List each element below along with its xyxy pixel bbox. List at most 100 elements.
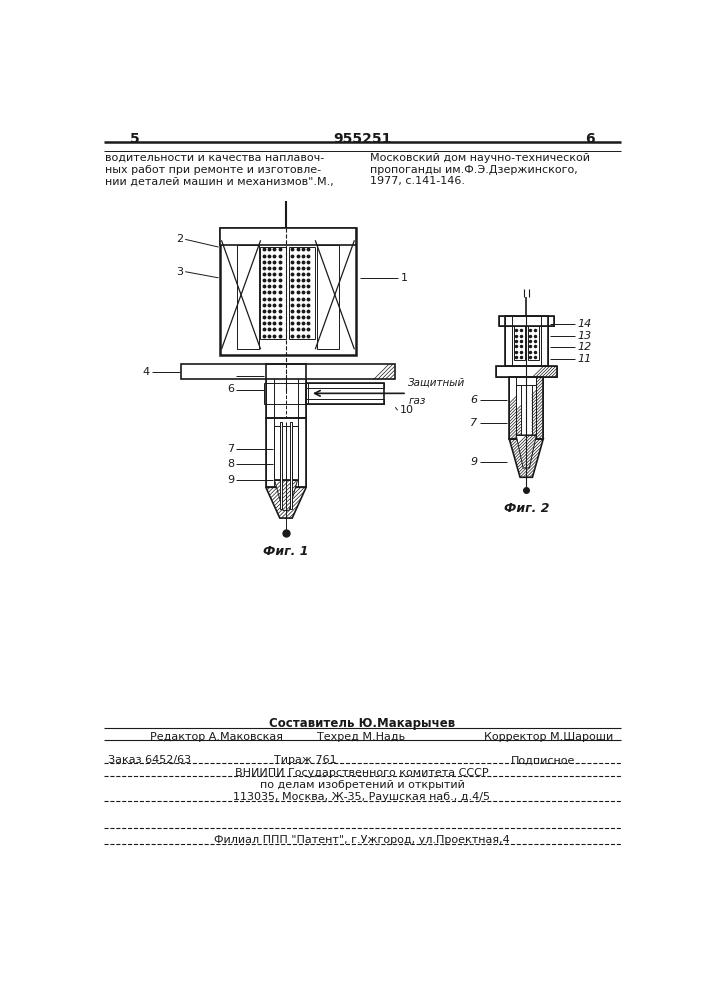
- Bar: [516, 385, 537, 435]
- Text: газ: газ: [409, 396, 426, 406]
- Text: 1977, с.141-146.: 1977, с.141-146.: [370, 176, 464, 186]
- Bar: [317, 245, 339, 349]
- Bar: [496, 366, 557, 377]
- Bar: [499, 316, 554, 326]
- Bar: [298, 364, 306, 418]
- Bar: [298, 418, 306, 487]
- Text: водительности и качества наплавоч-: водительности и качества наплавоч-: [105, 153, 325, 163]
- Bar: [306, 383, 384, 404]
- Bar: [264, 383, 308, 404]
- Text: 14: 14: [578, 319, 592, 329]
- Text: Московский дом научно-технической: Московский дом научно-технической: [370, 153, 590, 163]
- Bar: [266, 418, 274, 487]
- Bar: [266, 418, 274, 487]
- Text: 7: 7: [227, 444, 234, 454]
- Text: 8: 8: [227, 459, 234, 469]
- Text: 2: 2: [176, 234, 183, 244]
- Text: 6: 6: [470, 395, 477, 405]
- Text: 955251: 955251: [333, 132, 391, 146]
- Polygon shape: [509, 439, 543, 477]
- Bar: [266, 364, 306, 418]
- Bar: [317, 245, 339, 349]
- Bar: [220, 228, 356, 245]
- Bar: [274, 426, 280, 480]
- Bar: [260, 247, 286, 339]
- Bar: [289, 247, 315, 339]
- Bar: [499, 316, 554, 326]
- Text: 1: 1: [401, 273, 408, 283]
- Text: Тираж 761: Тираж 761: [274, 755, 337, 765]
- Bar: [306, 383, 384, 388]
- Bar: [292, 426, 298, 480]
- Text: Фиг. 1: Фиг. 1: [263, 545, 309, 558]
- Bar: [499, 316, 554, 326]
- Text: 3: 3: [176, 267, 183, 277]
- Bar: [509, 377, 516, 439]
- Bar: [537, 377, 543, 439]
- Bar: [274, 364, 298, 418]
- Bar: [514, 326, 525, 360]
- Bar: [306, 399, 384, 404]
- Bar: [306, 383, 384, 388]
- Bar: [532, 385, 537, 435]
- Text: 7: 7: [470, 418, 477, 428]
- Text: 9: 9: [227, 475, 234, 485]
- Text: 10: 10: [400, 405, 414, 415]
- Polygon shape: [516, 435, 537, 468]
- Bar: [306, 388, 384, 399]
- Bar: [274, 426, 298, 480]
- Bar: [237, 245, 259, 349]
- Bar: [237, 245, 259, 349]
- Bar: [298, 364, 306, 418]
- Bar: [509, 377, 543, 439]
- Text: ВНИИПИ Государственного комитета СССР: ВНИИПИ Государственного комитета СССР: [235, 768, 489, 778]
- Bar: [528, 326, 539, 360]
- Text: Защитный: Защитный: [409, 377, 466, 387]
- Text: 113035, Москва, Ж-35, Раушская наб., д.4/5: 113035, Москва, Ж-35, Раушская наб., д.4…: [233, 792, 491, 802]
- Text: Фиг. 2: Фиг. 2: [503, 502, 549, 515]
- Text: Корректор М.Шароши: Корректор М.Шароши: [484, 732, 613, 742]
- Bar: [541, 316, 548, 366]
- Text: Подписное: Подписное: [510, 755, 575, 765]
- Polygon shape: [266, 487, 306, 518]
- Text: 6: 6: [227, 384, 234, 394]
- Text: Редактор А.Маковская: Редактор А.Маковская: [151, 732, 284, 742]
- Bar: [274, 426, 280, 480]
- Text: 11: 11: [578, 354, 592, 364]
- Text: нии деталей машин и механизмов".М.,: нии деталей машин и механизмов".М.,: [105, 176, 334, 186]
- Bar: [292, 426, 298, 480]
- Bar: [182, 364, 395, 379]
- Bar: [280, 422, 282, 509]
- Text: 5: 5: [227, 371, 234, 381]
- Text: 9: 9: [470, 457, 477, 467]
- Bar: [537, 377, 543, 439]
- Bar: [516, 385, 521, 435]
- Bar: [266, 364, 274, 418]
- Text: ных работ при ремонте и изготовле-: ных работ при ремонте и изготовле-: [105, 165, 322, 175]
- Text: по делам изобретений и открытий: по делам изобретений и открытий: [259, 780, 464, 790]
- Text: Филиал ППП "Патент", г.Ужгород, ул.Проектная,4: Филиал ППП "Патент", г.Ужгород, ул.Проек…: [214, 835, 510, 845]
- Text: 13: 13: [578, 331, 592, 341]
- Polygon shape: [274, 480, 298, 510]
- Text: 6: 6: [585, 132, 595, 146]
- Bar: [220, 228, 356, 245]
- Bar: [506, 316, 548, 366]
- Bar: [506, 316, 513, 366]
- Bar: [541, 316, 548, 366]
- Bar: [290, 422, 292, 509]
- Text: 5: 5: [130, 132, 140, 146]
- Text: 12: 12: [578, 342, 592, 352]
- Bar: [506, 316, 513, 366]
- Bar: [220, 228, 356, 355]
- Text: пропоганды им.Ф.Э.Дзержинского,: пропоганды им.Ф.Э.Дзержинского,: [370, 165, 578, 175]
- Bar: [496, 366, 557, 377]
- Bar: [532, 385, 537, 435]
- Bar: [266, 364, 274, 418]
- Text: Составитель Ю.Макарычев: Составитель Ю.Макарычев: [269, 717, 455, 730]
- Bar: [298, 418, 306, 487]
- Bar: [509, 377, 516, 439]
- Text: 4: 4: [143, 367, 150, 377]
- Text: Техред М.Надь: Техред М.Надь: [317, 732, 405, 742]
- Bar: [182, 364, 395, 379]
- Bar: [496, 366, 557, 377]
